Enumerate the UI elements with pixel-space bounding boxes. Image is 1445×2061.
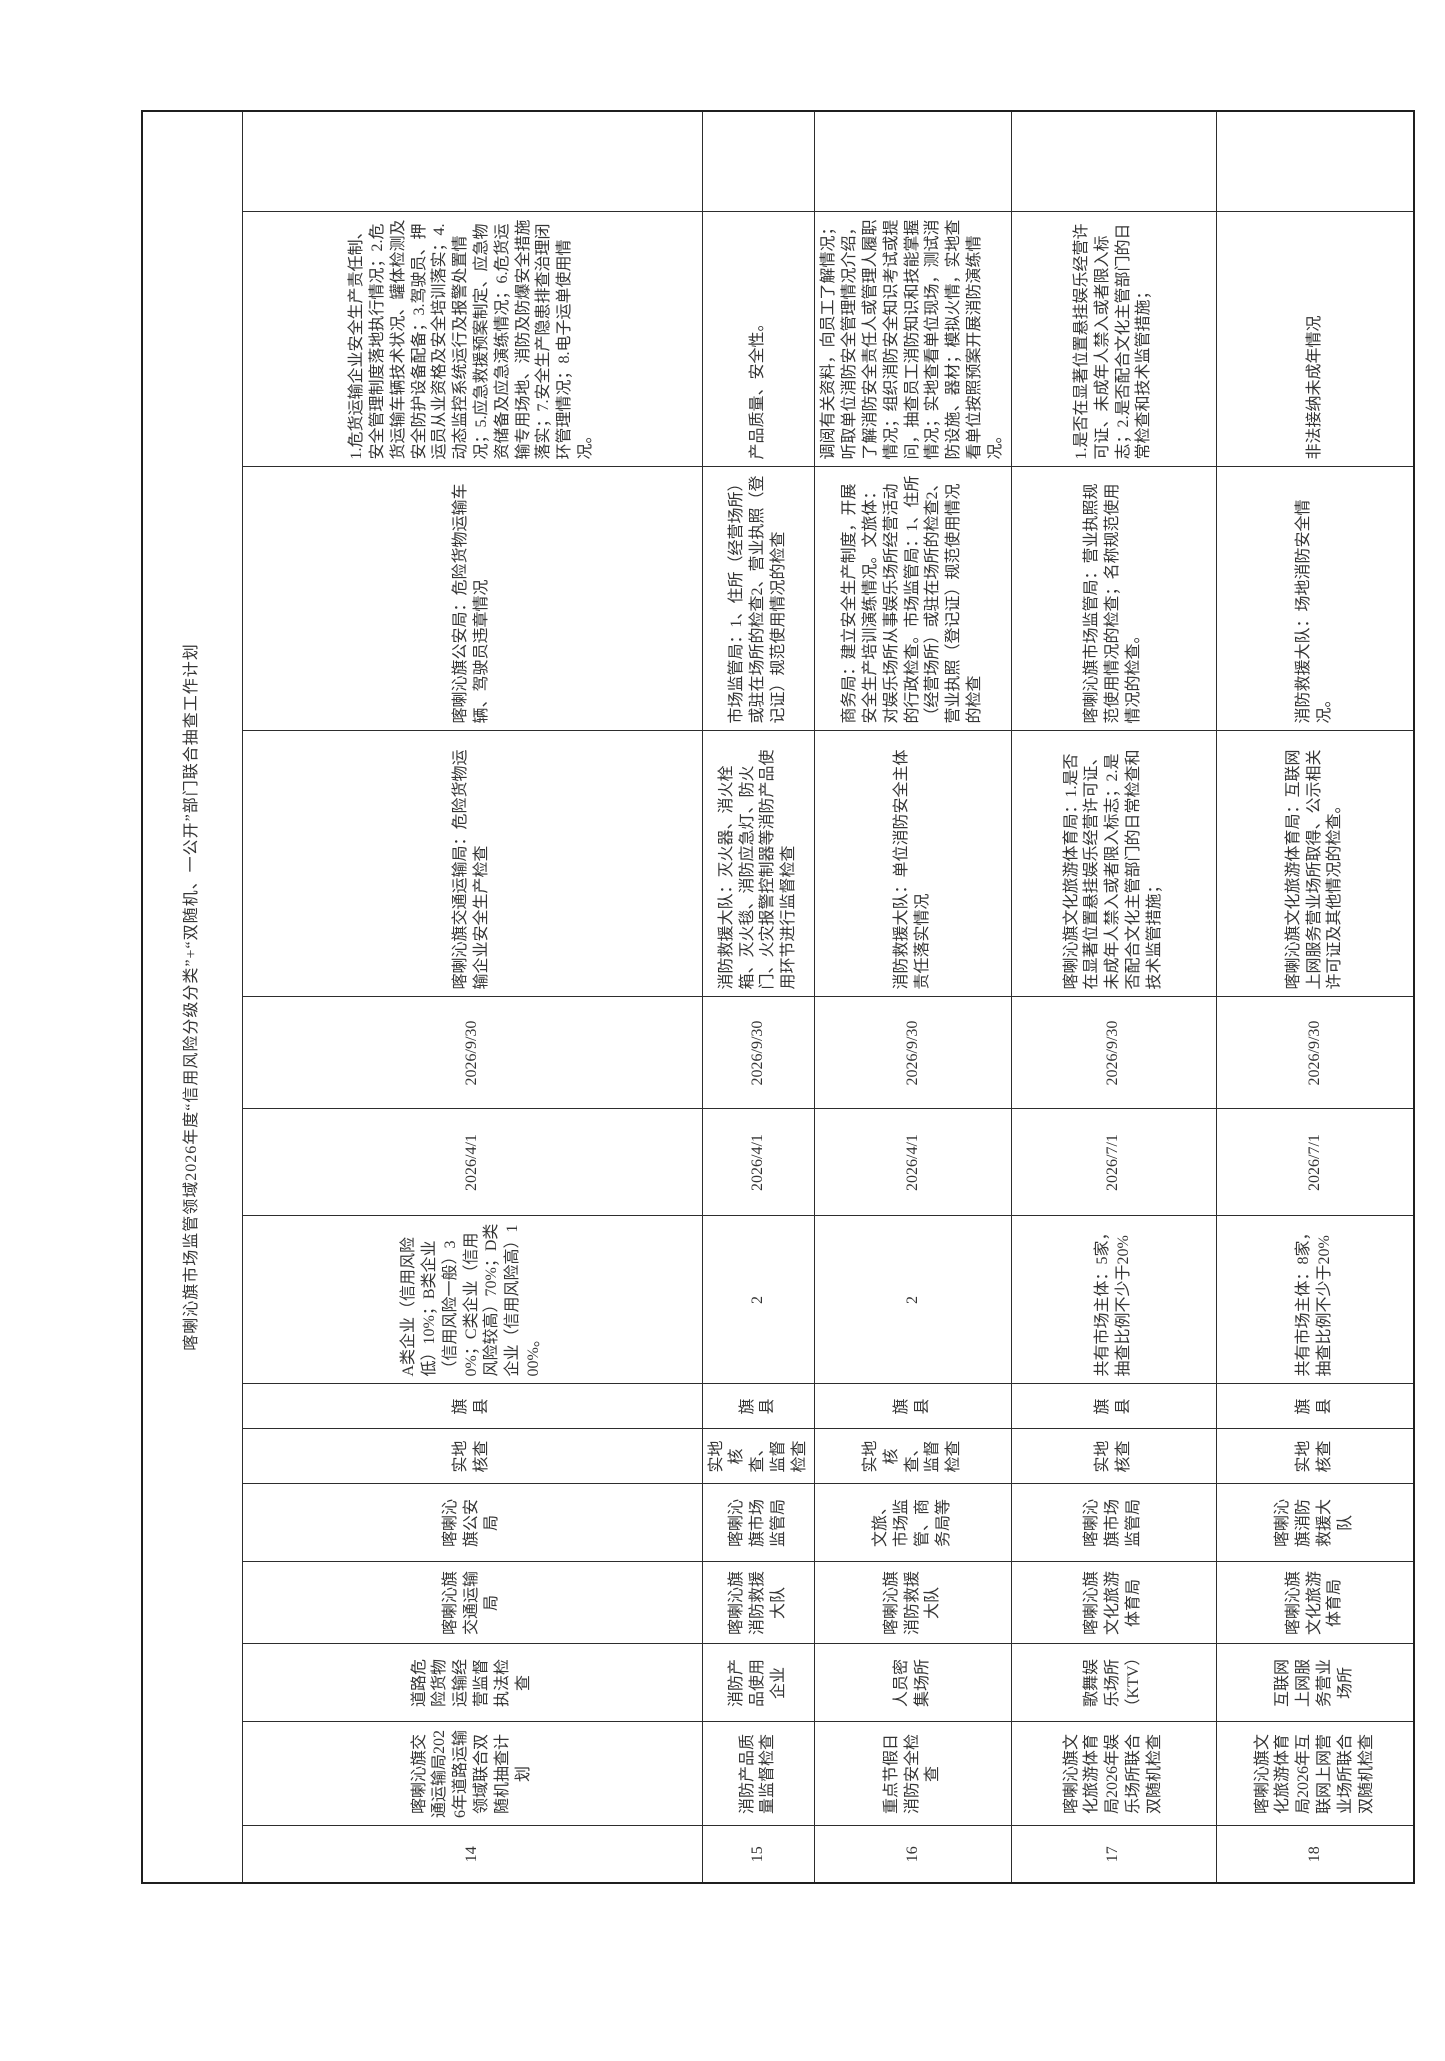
cell-18-lead-content: 喀喇沁旗文化旅游体育局：互联网上网服务营业场所取得、公示相关许可证及其他情况的检…	[1216, 731, 1415, 997]
cell-18-coop-dept: 喀喇沁旗消防救援大队	[1216, 1484, 1415, 1562]
table-row-14: 14 喀喇沁旗交通运输局2026年道路运输领域联合双随机抽查计划 道路危险货物运…	[242, 110, 702, 1883]
cell-14-coop-dept: 喀喇沁旗公安局	[242, 1484, 702, 1562]
cell-15-check-item: 消防产品使用企业	[702, 1644, 815, 1722]
table-row-15: 15 消防产品质量监督检查 消防产品使用企业 喀喇沁旗消防救援大队 喀喇沁旗市场…	[702, 110, 815, 1883]
cell-15-method: 实地核查、监督检查	[702, 1429, 815, 1484]
cell-17-remark	[1011, 110, 1217, 212]
cell-18-method: 实地核查	[1216, 1429, 1415, 1484]
cell-14-start-date: 2026/4/1	[242, 1109, 702, 1216]
cell-15-plan-name: 消防产品质量监督检查	[702, 1722, 815, 1826]
cell-18-start-date: 2026/7/1	[1216, 1109, 1415, 1216]
cell-16-lead-content: 消防救援大队：单位消防安全主体责任落实情况	[814, 731, 1012, 997]
cell-14-check-item: 道路危险货物运输经营监督执法检查	[242, 1644, 702, 1722]
cell-17-ratio: 共有市场主体：5家，抽查比例不少于20%	[1011, 1216, 1217, 1384]
cell-15-ratio: 2	[702, 1216, 815, 1384]
cell-18-serial: 18	[1216, 1826, 1415, 1883]
cell-15-serial: 15	[702, 1826, 815, 1883]
cell-18-plan-name: 喀喇沁旗文化旅游体育局2026年互联网上网营业场所联合双随机检查	[1216, 1722, 1415, 1826]
cell-16-remark	[814, 110, 1012, 212]
cell-16-check-item: 人员密集场所	[814, 1644, 1012, 1722]
cell-17-scope: 旗县	[1011, 1384, 1217, 1429]
cell-16-scope: 旗县	[814, 1384, 1012, 1429]
cell-14-lead-content: 喀喇沁旗交通运输局：危险货物运输企业安全生产检查	[242, 731, 702, 997]
cell-16-method: 实地核查、监督检查	[814, 1429, 1012, 1484]
cell-16-end-date: 2026/9/30	[814, 997, 1012, 1109]
cell-17-coop-content: 喀喇沁旗市场监管局：营业执照规范使用情况的检查；名称规范使用情况的检查。	[1011, 467, 1217, 731]
cell-14-plan-name: 喀喇沁旗交通运输局2026年道路运输领域联合双随机抽查计划	[242, 1722, 702, 1826]
cell-17-coop-dept: 喀喇沁旗市场监管局	[1011, 1484, 1217, 1562]
cell-16-coop-dept: 文旅、市场监管、商务局等	[814, 1484, 1012, 1562]
cell-18-scope: 旗县	[1216, 1384, 1415, 1429]
cell-15-start-date: 2026/4/1	[702, 1109, 815, 1216]
cell-18-key-points: 非法接纳未成年情况	[1216, 212, 1415, 467]
cell-17-check-item: 歌舞娱乐场所（KTV）	[1011, 1644, 1217, 1722]
cell-14-lead-dept: 喀喇沁旗交通运输局	[242, 1562, 702, 1644]
cell-17-key-points: 1.是否在显著位置悬挂娱乐经营许可证、未成年人禁入或者限入标志；2.是否配合文化…	[1011, 212, 1217, 467]
cell-18-ratio: 共有市场主体：8家，抽查比例不少于20%	[1216, 1216, 1415, 1384]
cell-17-lead-content: 喀喇沁旗文化旅游体育局：1.是否在显著位置悬挂娱乐经营许可证、未成年人禁入或者限…	[1011, 731, 1217, 997]
cell-17-method: 实地核查	[1011, 1429, 1217, 1484]
cell-16-start-date: 2026/4/1	[814, 1109, 1012, 1216]
cell-16-ratio: 2	[814, 1216, 1012, 1384]
cell-14-method: 实地核查	[242, 1429, 702, 1484]
inspection-plan-table: 喀喇沁旗市场监管领域2026年度“信用风险分级分类”+“双随机、一公开”部门联合…	[141, 109, 1416, 1884]
cell-16-plan-name: 重点节假日消防安全检查	[814, 1722, 1012, 1826]
cell-17-start-date: 2026/7/1	[1011, 1109, 1217, 1216]
cell-17-serial: 17	[1011, 1826, 1217, 1883]
title-row: 喀喇沁旗市场监管领域2026年度“信用风险分级分类”+“双随机、一公开”部门联合…	[142, 110, 242, 1883]
cell-18-remark	[1216, 110, 1415, 212]
cell-15-key-points: 产品质量、安全性。	[702, 212, 815, 467]
cell-14-coop-content: 喀喇沁旗公安局：危险货物运输车辆、驾驶员违章情况	[242, 467, 702, 731]
cell-14-end-date: 2026/9/30	[242, 997, 702, 1109]
table-row-16: 16 重点节假日消防安全检查 人员密集场所 喀喇沁旗消防救援大队 文旅、市场监管…	[814, 110, 1012, 1883]
cell-18-coop-content: 消防救援大队：场地消防安全情况。	[1216, 467, 1415, 731]
cell-14-key-points: 1.危货运输企业安全生产责任制、安全管理制度落地执行情况；2.危货运输车辆技术状…	[242, 212, 702, 467]
cell-15-scope: 旗县	[702, 1384, 815, 1429]
cell-14-serial: 14	[242, 1826, 702, 1883]
cell-15-end-date: 2026/9/30	[702, 997, 815, 1109]
cell-15-remark	[702, 110, 815, 212]
cell-16-lead-dept: 喀喇沁旗消防救援大队	[814, 1562, 1012, 1644]
cell-15-coop-content: 市场监管局：1、住所（经营场所）或驻在场所的检查2、营业执照（登记证）规范使用情…	[702, 467, 815, 731]
cell-14-scope: 旗县	[242, 1384, 702, 1429]
cell-15-lead-dept: 喀喇沁旗消防救援大队	[702, 1562, 815, 1644]
cell-14-ratio: A类企业（信用风险低）10%；B类企业（信用风险一般）30%；C类企业（信用风险…	[242, 1216, 702, 1384]
cell-18-check-item: 互联网上网服务营业场所	[1216, 1644, 1415, 1722]
cell-14-remark	[242, 110, 702, 212]
table-row-18: 18 喀喇沁旗文化旅游体育局2026年互联网上网营业场所联合双随机检查 互联网上…	[1216, 110, 1415, 1883]
cell-16-key-points: 调阅有关资料，向员工了解情况；听取单位消防安全管理情况介绍，了解消防安全责任人或…	[814, 212, 1012, 467]
cell-15-coop-dept: 喀喇沁旗市场监管局	[702, 1484, 815, 1562]
table-row-17: 17 喀喇沁旗文化旅游体育局2026年娱乐场所联合双随机检查 歌舞娱乐场所（KT…	[1011, 110, 1217, 1883]
cell-17-end-date: 2026/9/30	[1011, 997, 1217, 1109]
cell-17-lead-dept: 喀喇沁旗文化旅游体育局	[1011, 1562, 1217, 1644]
cell-18-end-date: 2026/9/30	[1216, 997, 1415, 1109]
document-title: 喀喇沁旗市场监管领域2026年度“信用风险分级分类”+“双随机、一公开”部门联合…	[142, 110, 242, 1883]
cell-16-serial: 16	[814, 1826, 1012, 1883]
cell-16-coop-content: 商务局：建立安全生产制度，开展安全生产培训演练情况。文旅体：对娱乐场所从事娱乐场…	[814, 467, 1012, 731]
rotated-table-container: 喀喇沁旗市场监管领域2026年度“信用风险分级分类”+“双随机、一公开”部门联合…	[141, 109, 1416, 1884]
cell-17-plan-name: 喀喇沁旗文化旅游体育局2026年娱乐场所联合双随机检查	[1011, 1722, 1217, 1826]
cell-15-lead-content: 消防救援大队：灭火器、消火栓箱、灭火毯、消防应急灯、防火门、火灾报警控制器等消防…	[702, 731, 815, 997]
cell-18-lead-dept: 喀喇沁旗文化旅游体育局	[1216, 1562, 1415, 1644]
